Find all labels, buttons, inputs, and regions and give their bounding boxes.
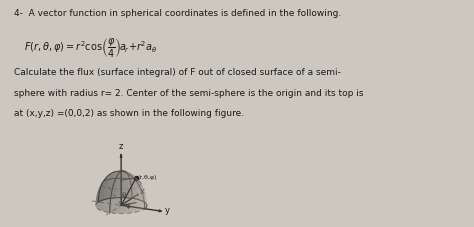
Text: at (x,y,z) =(0,0,2) as shown in the following figure.: at (x,y,z) =(0,0,2) as shown in the foll… (14, 109, 244, 118)
Text: $F(r,\theta,\varphi) = r^2\cos\!\left(\dfrac{\varphi}{4}\right)\!a_r{+}r^2a_\the: $F(r,\theta,\varphi) = r^2\cos\!\left(\d… (24, 36, 157, 59)
Text: 4-  A vector function in spherical coordinates is defined in the following.: 4- A vector function in spherical coordi… (14, 9, 341, 18)
Text: Calculate the flux (surface integral) of F out of closed surface of a semi-: Calculate the flux (surface integral) of… (14, 68, 341, 77)
Text: sphere with radius r= 2. Center of the semi-sphere is the origin and its top is: sphere with radius r= 2. Center of the s… (14, 89, 364, 97)
